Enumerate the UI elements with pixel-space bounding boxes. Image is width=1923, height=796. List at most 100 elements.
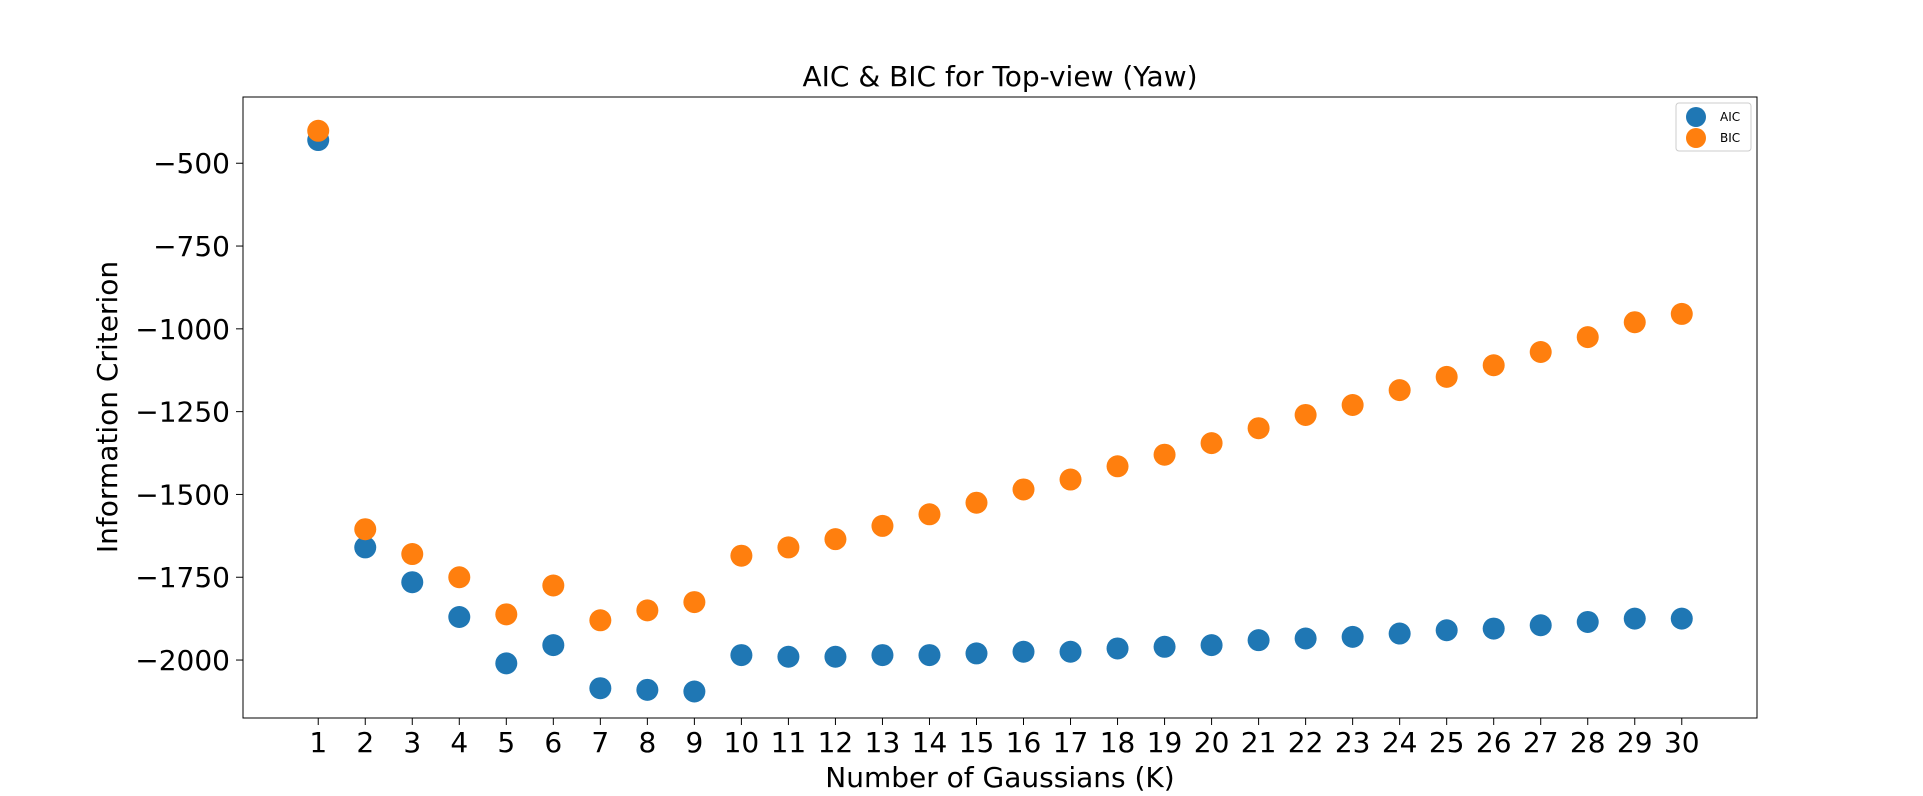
y-tick-label: −1250	[135, 396, 230, 429]
point-aic	[1529, 614, 1552, 637]
y-axis-label: Information Criterion	[91, 261, 124, 553]
x-tick-label: 1	[309, 726, 327, 759]
point-bic	[777, 536, 800, 559]
point-bic	[1341, 394, 1364, 417]
x-tick-label: 16	[1006, 726, 1042, 759]
point-aic	[1482, 617, 1505, 640]
x-tick-label: 17	[1053, 726, 1089, 759]
x-tick-label: 24	[1382, 726, 1418, 759]
point-aic	[1059, 640, 1082, 663]
point-aic	[542, 634, 565, 657]
point-aic	[1294, 627, 1317, 650]
x-axis: 1 2 3 4 5 6 7 8 9 10 11 12 13 14 15 16 17 18 19 20 21 22 23 24 2…	[309, 718, 1700, 759]
x-tick-label: 2	[356, 726, 374, 759]
point-bic	[542, 574, 565, 597]
legend-label-aic: AIC	[1720, 110, 1740, 124]
x-tick-label: 14	[912, 726, 948, 759]
point-aic	[354, 536, 377, 559]
point-bic	[1529, 341, 1552, 364]
point-aic	[1012, 640, 1035, 663]
point-aic	[1200, 634, 1223, 657]
x-tick-label: 6	[544, 726, 562, 759]
x-tick-label: 25	[1429, 726, 1465, 759]
point-aic	[589, 677, 612, 700]
point-bic	[448, 566, 471, 589]
point-bic	[401, 543, 424, 566]
x-tick-label: 5	[497, 726, 515, 759]
point-aic	[1435, 619, 1458, 642]
chart-title: AIC & BIC for Top-view (Yaw)	[802, 60, 1197, 93]
point-aic	[918, 644, 941, 667]
point-aic	[1106, 637, 1129, 660]
point-aic	[824, 645, 847, 668]
point-aic	[636, 678, 659, 701]
point-bic	[636, 599, 659, 622]
y-axis: −2000 −1750 −1500 −1250 −1000 −750 −500	[135, 147, 243, 677]
legend-marker-bic	[1686, 128, 1706, 148]
point-bic	[1153, 443, 1176, 466]
point-aic	[777, 645, 800, 668]
x-tick-label: 27	[1523, 726, 1559, 759]
point-aic	[683, 680, 706, 703]
x-tick-label: 30	[1664, 726, 1700, 759]
x-tick-label: 12	[818, 726, 854, 759]
legend-label-bic: BIC	[1720, 131, 1740, 145]
x-tick-label: 28	[1570, 726, 1606, 759]
x-tick-label: 11	[771, 726, 807, 759]
point-bic	[1435, 365, 1458, 388]
y-tick-label: −1750	[135, 561, 230, 594]
point-bic	[1670, 302, 1693, 325]
series-aic	[307, 129, 1693, 703]
x-tick-label: 8	[638, 726, 656, 759]
point-bic	[730, 544, 753, 567]
point-aic	[871, 644, 894, 667]
x-tick-label: 26	[1476, 726, 1512, 759]
x-tick-label: 22	[1288, 726, 1324, 759]
x-tick-label: 4	[450, 726, 468, 759]
point-aic	[965, 642, 988, 665]
point-aic	[448, 605, 471, 628]
y-tick-label: −1000	[135, 313, 230, 346]
x-tick-label: 18	[1100, 726, 1136, 759]
point-bic	[1388, 379, 1411, 402]
point-bic	[824, 528, 847, 551]
point-bic	[307, 119, 330, 142]
x-tick-label: 19	[1147, 726, 1183, 759]
data-points	[307, 119, 1693, 703]
point-aic	[1576, 610, 1599, 633]
point-bic	[1200, 432, 1223, 455]
point-bic	[1247, 417, 1270, 440]
point-aic	[1153, 635, 1176, 658]
point-aic	[730, 644, 753, 667]
y-tick-label: −1500	[135, 478, 230, 511]
x-tick-label: 13	[865, 726, 901, 759]
y-tick-label: −750	[153, 230, 230, 263]
point-aic	[495, 652, 518, 675]
x-axis-label: Number of Gaussians (K)	[825, 761, 1174, 794]
y-tick-label: −500	[153, 147, 230, 180]
point-bic	[1623, 311, 1646, 334]
legend-marker-aic	[1686, 107, 1706, 127]
x-tick-label: 29	[1617, 726, 1653, 759]
point-bic	[1576, 326, 1599, 349]
point-bic	[1482, 354, 1505, 377]
x-tick-label: 3	[403, 726, 421, 759]
series-bic	[307, 119, 1693, 632]
point-bic	[1059, 468, 1082, 491]
point-aic	[1388, 622, 1411, 645]
y-tick-label: −2000	[135, 644, 230, 677]
legend: AIC BIC	[1675, 102, 1752, 152]
point-bic	[683, 591, 706, 614]
point-aic	[1670, 607, 1693, 630]
x-tick-label: 21	[1241, 726, 1277, 759]
x-tick-label: 20	[1194, 726, 1230, 759]
point-aic	[1623, 607, 1646, 630]
point-bic	[871, 514, 894, 537]
x-tick-label: 15	[959, 726, 995, 759]
point-bic	[1106, 455, 1129, 478]
x-tick-label: 9	[685, 726, 703, 759]
point-bic	[589, 609, 612, 632]
point-bic	[1012, 478, 1035, 501]
